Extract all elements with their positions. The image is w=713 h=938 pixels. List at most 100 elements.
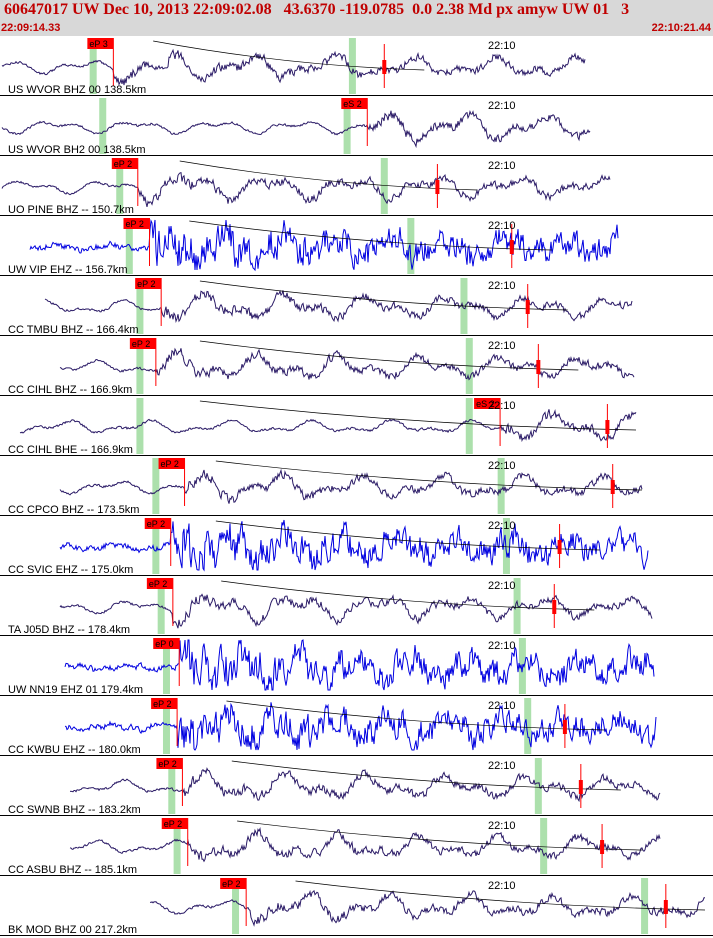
coda-marker <box>562 720 567 734</box>
pick-label: eP 2 <box>147 519 165 529</box>
theoretical-arrival-band <box>343 98 351 154</box>
station-label: US WVOR BHZ 00 138.5km <box>8 84 146 96</box>
pick-label: eP 2 <box>153 699 171 709</box>
station-label: CC TMBU BHZ -- 166.4km <box>8 324 139 336</box>
station-label: UO PINE BHZ -- 150.7km <box>8 204 134 216</box>
minute-mark-label: 22:10 <box>488 760 516 772</box>
theoretical-arrival-band <box>89 38 97 94</box>
pick-box <box>129 338 156 349</box>
pick-label: eS 2 <box>343 99 362 109</box>
theoretical-arrival-band <box>502 518 510 574</box>
coda-marker <box>536 360 541 374</box>
pick-box <box>161 818 188 829</box>
coda-marker <box>605 420 610 434</box>
pick-box <box>156 758 183 769</box>
waveform-trace <box>69 827 661 863</box>
minute-mark-label: 22:10 <box>488 280 516 292</box>
pick-label: eP 2 <box>132 339 150 349</box>
theoretical-arrival-band <box>136 278 144 334</box>
coda-curve <box>153 40 425 71</box>
theoretical-arrival-band <box>497 458 505 514</box>
coda-marker <box>557 540 562 554</box>
coda-marker <box>435 180 440 194</box>
event-header: 60647017 UW Dec 10, 2013 22:09:02.08 43.… <box>0 0 713 36</box>
minute-mark-label: 22:10 <box>488 460 516 472</box>
coda-curve <box>199 340 579 371</box>
trace-row: eP 2 22:10 CC TMBU BHZ -- 166.4km <box>0 278 713 336</box>
trace-row: eP 2 22:10 CC KWBU EHZ -- 180.0km <box>0 698 713 756</box>
theoretical-arrival-band <box>407 218 415 274</box>
minute-mark-label: 22:10 <box>488 160 516 172</box>
window-end-time: 22:10:21.44 <box>651 22 711 34</box>
pick-label: eP 2 <box>164 819 182 829</box>
trace-row: eP 2 22:10 CC SVIC EHZ -- 175.0km <box>0 518 713 576</box>
station-label: CC CIHL BHE -- 166.9km <box>8 444 133 456</box>
minute-mark-label: 22:10 <box>488 100 516 112</box>
station-label: US WVOR BH2 00 138.5km <box>8 144 146 156</box>
theoretical-arrival-band <box>513 578 521 634</box>
station-label: CC ASBU BHZ -- 185.1km <box>8 864 137 876</box>
pick-box <box>111 158 138 169</box>
theoretical-arrival-band <box>524 698 532 754</box>
minute-mark-label: 22:10 <box>488 700 516 712</box>
station-label: CC CPCO BHZ -- 173.5km <box>8 504 139 516</box>
waveform-trace <box>149 889 705 927</box>
coda-curve <box>231 760 621 791</box>
coda-curve <box>199 280 568 311</box>
station-label: UW NN19 EHZ 01 179.4km <box>8 684 143 696</box>
pick-box <box>123 218 150 229</box>
trace-row: eP 3 22:10 US WVOR BHZ 00 138.5km <box>0 38 713 96</box>
pick-box <box>220 878 247 889</box>
trace-row: eP 2 22:10 UW VIP EHZ -- 156.7km <box>0 218 713 276</box>
minute-mark-label: 22:10 <box>488 880 516 892</box>
coda-curve <box>215 460 643 491</box>
station-label: CC SVIC EHZ -- 175.0km <box>8 564 133 576</box>
theoretical-arrival-band <box>534 758 542 814</box>
pick-label: eP 2 <box>158 759 176 769</box>
theoretical-arrival-band <box>465 398 473 454</box>
pick-label: eP 2 <box>149 579 167 589</box>
coda-curve <box>226 700 605 731</box>
pick-label: eS 2 <box>476 399 495 409</box>
station-label: CC KWBU EHZ -- 180.0km <box>8 744 141 756</box>
waveform-trace <box>1 171 611 208</box>
coda-marker <box>509 240 514 254</box>
pick-box <box>151 698 178 709</box>
coda-curve <box>189 220 552 251</box>
trace-row: eP 2 22:10 CC CPCO BHZ -- 173.5km <box>0 458 713 516</box>
theoretical-arrival-band <box>380 158 388 214</box>
theoretical-arrival-band <box>168 758 176 814</box>
pick-box <box>153 638 180 649</box>
pick-box <box>158 458 185 469</box>
minute-mark-label: 22:10 <box>488 40 516 52</box>
pick-label: eP 3 <box>89 39 107 49</box>
theoretical-arrival-band <box>116 158 124 214</box>
pick-label: eP 2 <box>114 159 132 169</box>
pick-label: eP 2 <box>125 219 143 229</box>
theoretical-arrival-band <box>348 38 356 94</box>
pick-label: eP 2 <box>222 879 240 889</box>
coda-marker <box>578 780 583 794</box>
trace-row: eP 2 22:10 CC CIHL BHZ -- 166.9km <box>0 338 713 396</box>
minute-mark-label: 22:10 <box>488 580 516 592</box>
station-label: UW VIP EHZ -- 156.7km <box>8 264 128 276</box>
pick-label: eP 0 <box>155 639 173 649</box>
waveform-trace <box>29 218 619 272</box>
coda-curve <box>237 820 643 851</box>
trace-row: eS 222:10 CC CIHL BHE -- 166.9km <box>0 398 713 456</box>
theoretical-arrival-band <box>157 578 165 634</box>
waveform-trace <box>59 468 643 504</box>
theoretical-arrival-band <box>540 818 548 874</box>
coda-marker <box>610 480 615 494</box>
theoretical-arrival-band <box>232 878 240 934</box>
coda-marker <box>663 900 668 914</box>
pick-box <box>144 518 171 529</box>
waveform-trace <box>19 409 637 443</box>
waveform-trace <box>59 347 635 381</box>
station-label: BK MOD BHZ 00 217.2km <box>8 924 137 936</box>
event-title: 60647017 UW Dec 10, 2013 22:09:02.08 43.… <box>4 1 630 18</box>
theoretical-arrival-band <box>99 98 107 154</box>
theoretical-arrival-band <box>162 698 170 754</box>
theoretical-arrival-band <box>162 638 170 694</box>
